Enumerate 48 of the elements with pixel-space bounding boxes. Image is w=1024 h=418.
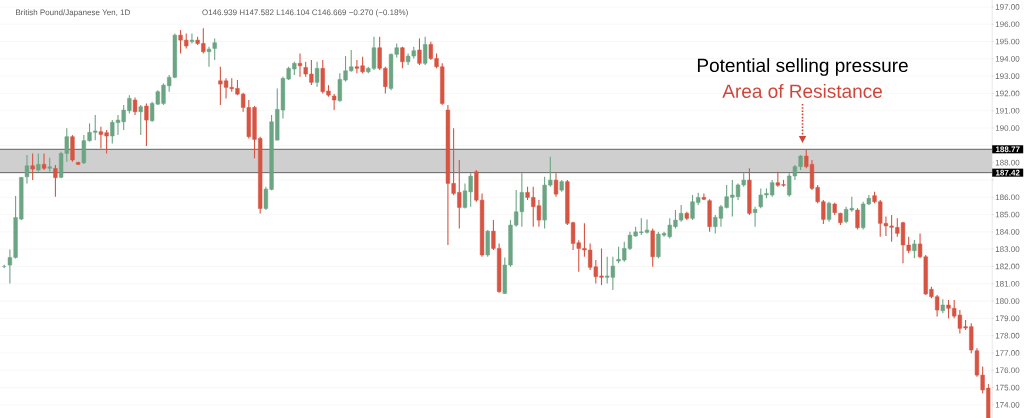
y-tick-label: 188.00 <box>995 159 1020 166</box>
ref-line-label: 187.42 <box>995 169 1020 176</box>
candlestick <box>314 61 320 88</box>
text: British Pound/Japanese Yen, 1D <box>16 9 130 17</box>
y-tick-label: 180.00 <box>995 298 1020 304</box>
candlestick <box>297 52 303 78</box>
y-tick-label: 183.00 <box>995 246 1020 252</box>
y-tick-label: 186.00 <box>995 194 1020 201</box>
candlestick <box>41 152 47 171</box>
y-tick-label: 177.00 <box>995 350 1020 356</box>
candlestick <box>53 164 58 198</box>
y-tick-label: 194.00 <box>995 55 1020 62</box>
candlestick <box>752 206 758 228</box>
y-tick-label: 182.00 <box>995 263 1020 270</box>
y-tick-label: 193.00 <box>995 73 1020 79</box>
y-tick-label: 178.00 <box>995 332 1020 339</box>
annotation: Area of Resistance <box>722 84 882 98</box>
y-tick-label: 196.00 <box>995 21 1020 28</box>
y-tick-label: 181.00 <box>995 280 1020 287</box>
y-tick-label: 176.00 <box>995 367 1020 374</box>
candlestick <box>144 102 149 147</box>
y-tick-label: 185.00 <box>995 211 1020 218</box>
y-tick-label: 175.00 <box>995 384 1020 391</box>
y-tick-label: 195.00 <box>995 38 1020 45</box>
y-tick-label: 191.00 <box>995 107 1020 114</box>
candlestick <box>70 134 75 163</box>
y-tick-label: 197.00 <box>995 4 1020 10</box>
candlestick <box>189 32 195 44</box>
y-tick-label: 174.00 <box>995 402 1020 408</box>
candlestick <box>417 37 422 66</box>
candlestick <box>826 201 832 223</box>
candlestick <box>138 104 143 136</box>
ref-line-label: 188.77 <box>995 146 1020 153</box>
candlestick <box>855 207 860 230</box>
candlestick <box>423 36 428 66</box>
candlestick <box>24 154 30 184</box>
y-tick-label: 190.00 <box>995 125 1020 131</box>
y-tick-label: 184.00 <box>995 229 1020 235</box>
text: O146.939 H147.582 L146.104 C146.669 −0.270 (−0.18%) <box>202 9 408 17</box>
y-tick-label: 179.00 <box>995 315 1020 322</box>
candlestick <box>701 192 707 201</box>
candlestick <box>30 152 35 181</box>
candlestick <box>553 172 559 198</box>
candlestick <box>912 239 917 259</box>
candlestick <box>485 229 490 258</box>
annotation: Potential selling pressure <box>697 58 908 76</box>
y-tick-label: 192.00 <box>995 90 1020 97</box>
candlestick <box>36 152 41 173</box>
